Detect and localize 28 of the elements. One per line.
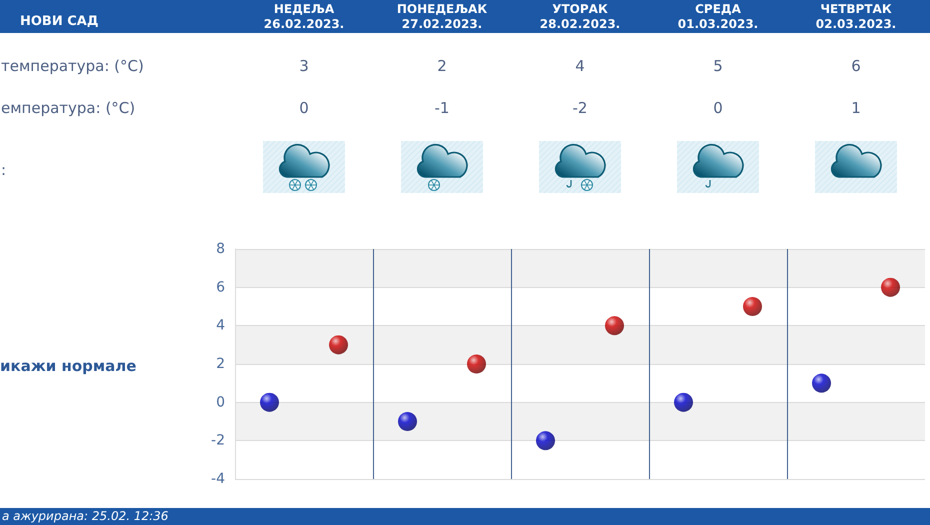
text: а ажурирана: 25.02. 12:36 bbox=[2, 508, 168, 525]
data-label: -2 bbox=[572, 98, 588, 118]
y-tick-label: 6 bbox=[216, 279, 226, 296]
data-label: 0 bbox=[712, 98, 724, 118]
text: икажи нормале bbox=[0, 356, 136, 377]
text: : bbox=[1, 160, 6, 180]
text: ПОНЕДЕЉАК 27.02.2023. bbox=[396, 0, 488, 32]
y-tick-label: 8 bbox=[216, 241, 225, 257]
text: УТОРАК 28.02.2023. bbox=[538, 0, 622, 32]
data-label: 6 bbox=[850, 56, 862, 76]
data-label: -1 bbox=[434, 98, 450, 118]
text: температура: (°C) bbox=[1, 56, 144, 76]
y-tick-label: -4 bbox=[211, 471, 226, 487]
text: емпература: (°C) bbox=[1, 98, 136, 118]
data-label: 1 bbox=[850, 98, 862, 118]
text: НОВИ САД bbox=[20, 14, 98, 29]
text: ЧЕТВРТАК 02.03.2023. bbox=[814, 0, 898, 32]
data-label: 3 bbox=[298, 56, 310, 76]
y-tick-label: 2 bbox=[216, 356, 225, 372]
data-label: 2 bbox=[436, 56, 448, 76]
y-tick-label: -2 bbox=[211, 432, 225, 449]
data-label: 4 bbox=[574, 56, 586, 76]
text: СРЕДА 01.03.2023. bbox=[676, 0, 760, 32]
y-tick-label: 4 bbox=[216, 318, 226, 334]
text: НЕДЕЉА 26.02.2023. bbox=[262, 0, 346, 32]
data-label: 0 bbox=[298, 98, 310, 118]
data-label: 5 bbox=[712, 56, 724, 76]
y-tick-label: 0 bbox=[216, 394, 225, 410]
